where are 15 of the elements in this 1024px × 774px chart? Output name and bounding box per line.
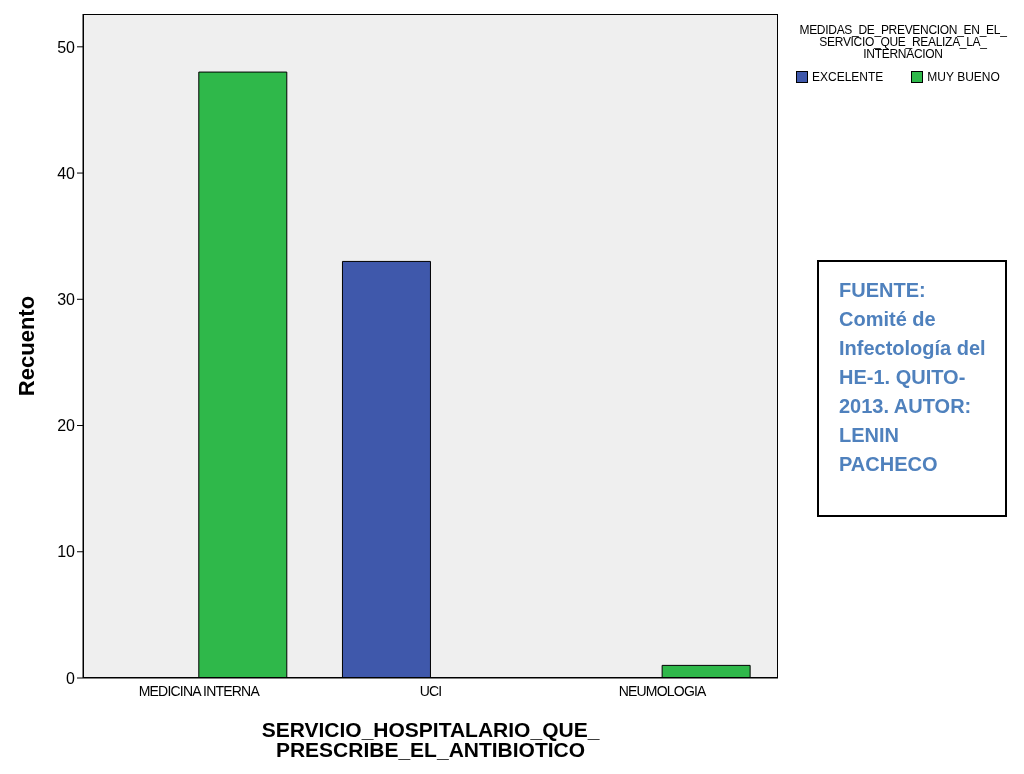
y-tick-label: 20 [57, 417, 76, 435]
x-tick-label: NEUMOLOGIA [618, 682, 708, 699]
y-tick-label: 50 [57, 38, 76, 56]
legend-label: MUY BUENO [927, 70, 1000, 84]
source-note: FUENTE: Comité de Infectología del HE-1. QUITO-2013. AUTOR: LENIN PACHECO [839, 278, 987, 477]
x-tick-label: MEDICINA INTERNA [138, 682, 261, 699]
legend-label: EXCELENTE [812, 70, 884, 84]
y-tick-label: 10 [57, 543, 76, 561]
y-tick-label: 40 [57, 164, 76, 182]
y-axis-title: Recuento [13, 295, 39, 397]
y-tick-label: 0 [66, 669, 76, 687]
text: SERVICIO_HOSPITALARIO_QUE_PRESCRIBE_EL_ANTIBIOTICO [261, 718, 600, 761]
y-tick-label: 30 [57, 290, 76, 308]
x-tick-label: UCI [419, 682, 442, 699]
text: MEDIDAS_DE_PREVENCION_EN_EL_SERVICIO_QUE_REALIZA_LA_INTERNACION [799, 23, 1007, 61]
